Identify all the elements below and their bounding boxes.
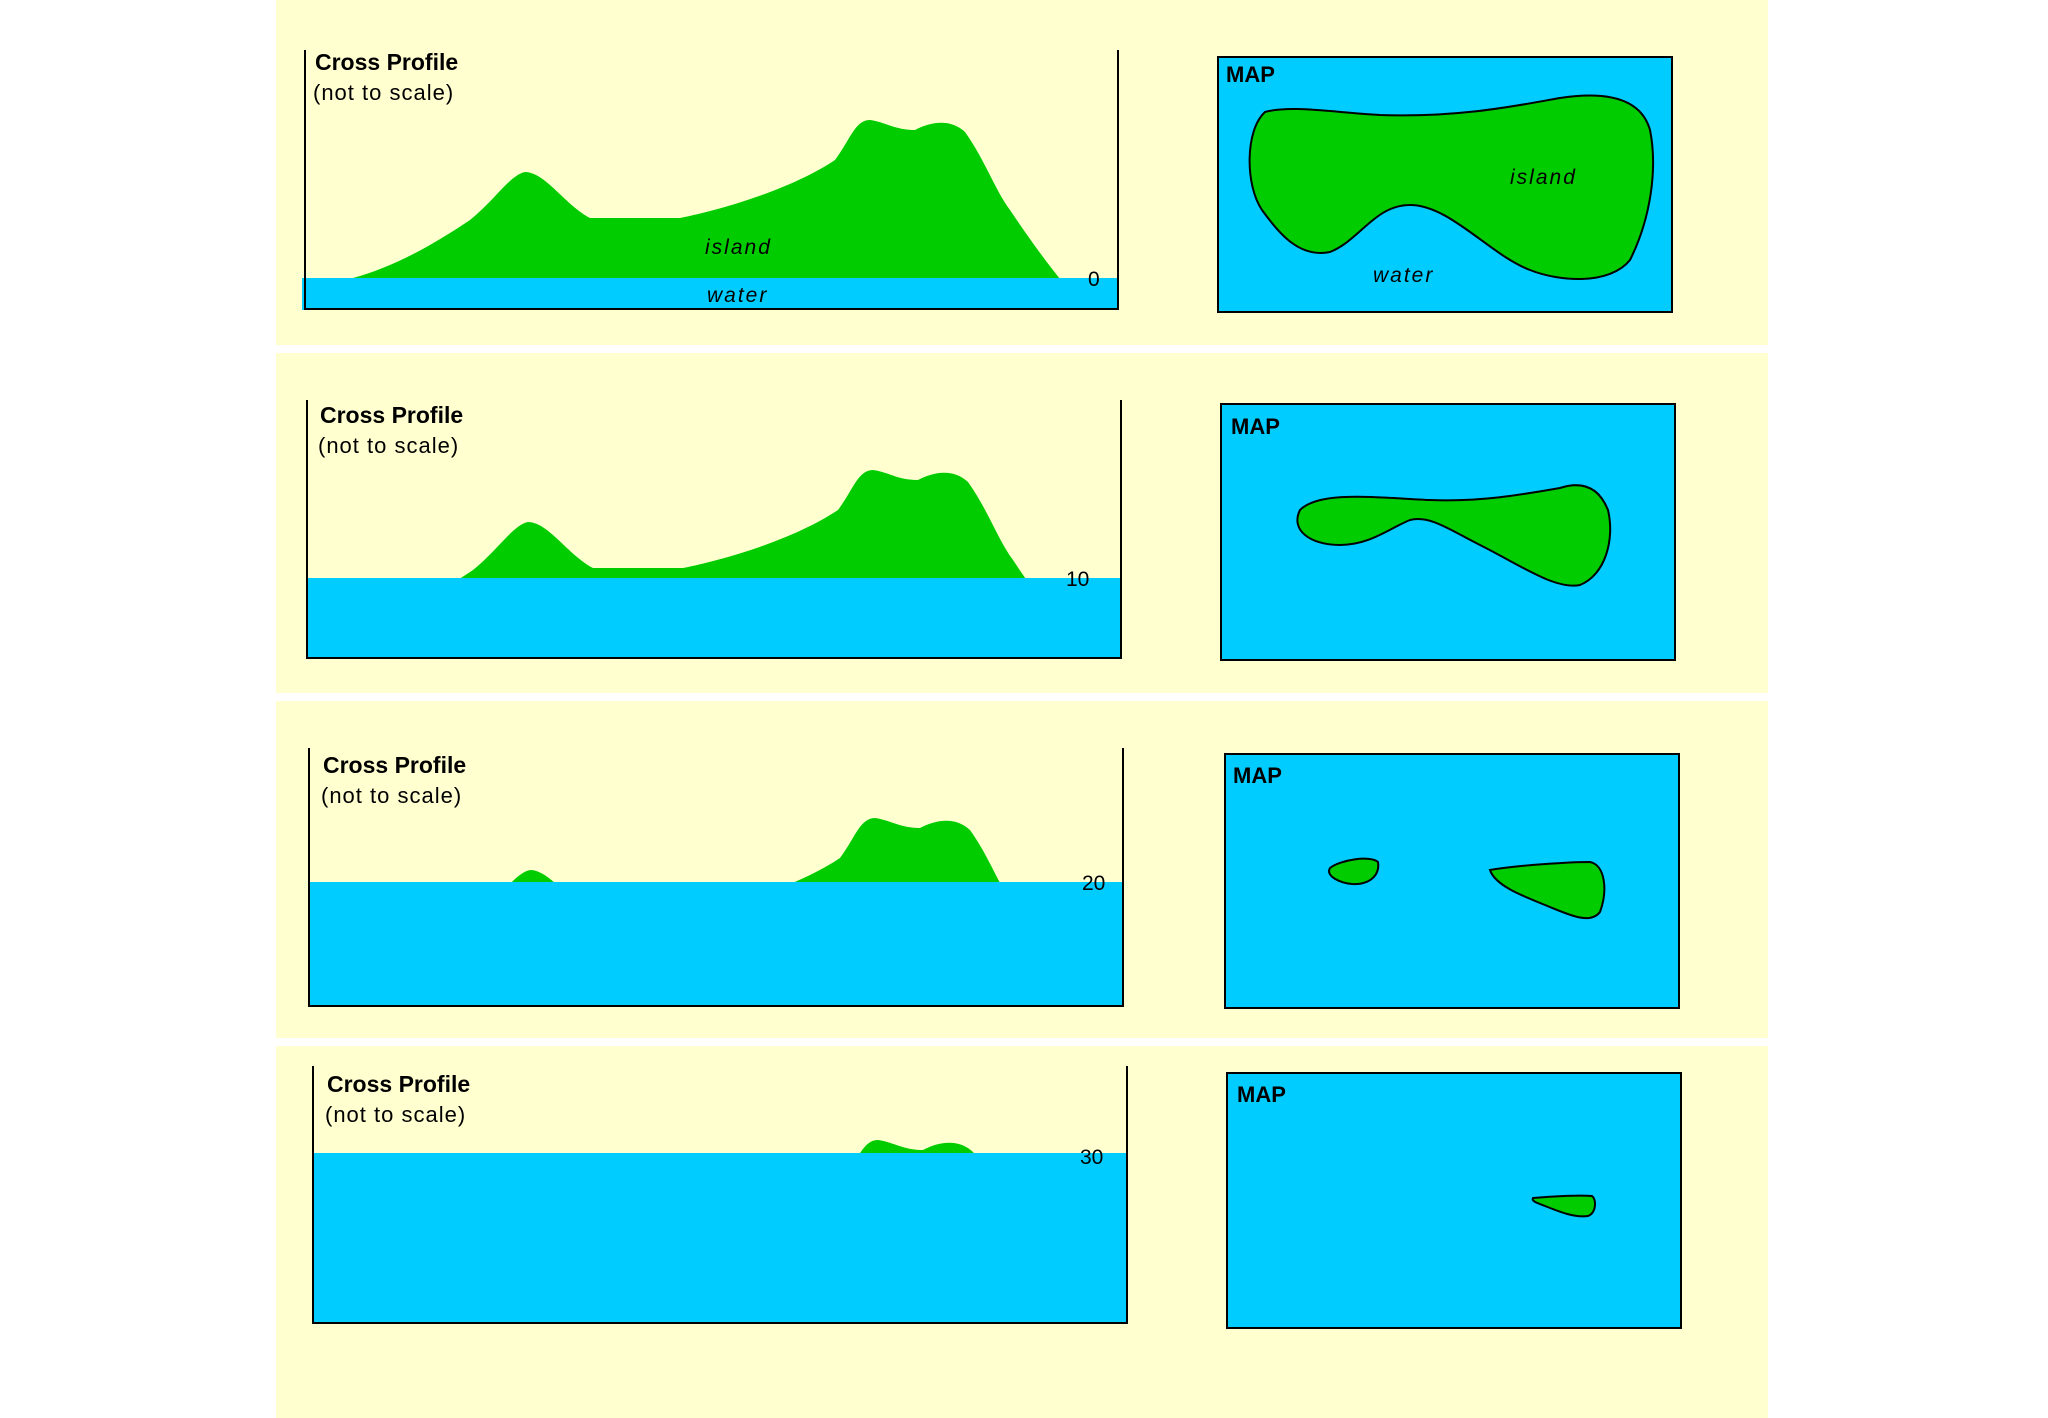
water-level-label-3: 20 (1082, 872, 1105, 895)
map-2: MAP (1220, 403, 1676, 661)
map-island-2 (1296, 484, 1612, 587)
map-island-label: island (1510, 166, 1577, 189)
map-title-2: MAP (1231, 414, 1280, 439)
map-frame-3 (1224, 753, 1680, 1009)
profile-frame-3 (308, 748, 1124, 1007)
profile-frame-2 (306, 400, 1122, 659)
profile-title-4: Cross Profile (327, 1071, 470, 1097)
profile-frame-4 (312, 1066, 1128, 1324)
cross-profile-1: Cross Profile (not to scale) island wate… (302, 49, 1119, 310)
cross-profile-4: Cross Profile (not to scale) 30 (312, 1066, 1128, 1324)
water-level-label-4: 30 (1080, 1146, 1103, 1169)
profile-title-3: Cross Profile (323, 752, 466, 778)
map-island-4 (1531, 1194, 1597, 1218)
profile-subtitle-3: (not to scale) (321, 783, 462, 808)
profile-island-label: island (705, 236, 772, 259)
map-island-1 (1248, 94, 1655, 281)
profile-water-4 (313, 1153, 1127, 1323)
profile-water-label: water (707, 284, 768, 307)
profile-water-1 (302, 278, 1118, 310)
profile-subtitle-4: (not to scale) (325, 1102, 466, 1127)
map-title-4: MAP (1237, 1082, 1286, 1107)
map-water-label: water (1373, 264, 1434, 287)
profile-water-2 (307, 578, 1121, 658)
map-island-3a (1328, 857, 1380, 886)
map-1: MAP island water (1217, 56, 1673, 313)
cross-profile-3: Cross Profile (not to scale) 20 (308, 748, 1124, 1007)
map-island-3b (1488, 860, 1606, 920)
profile-title-1: Cross Profile (315, 49, 458, 75)
water-level-label-2: 10 (1066, 568, 1089, 591)
profile-title-2: Cross Profile (320, 402, 463, 428)
map-3: MAP (1224, 753, 1680, 1009)
map-title-3: MAP (1233, 763, 1282, 788)
profile-subtitle-1: (not to scale) (313, 80, 454, 105)
map-4: MAP (1226, 1072, 1682, 1329)
profile-subtitle-2: (not to scale) (318, 433, 459, 458)
profile-water-3 (309, 882, 1123, 1006)
cross-profile-2: Cross Profile (not to scale) 10 (306, 400, 1122, 659)
water-level-label-1: 0 (1088, 268, 1100, 291)
map-title-1: MAP (1226, 62, 1275, 87)
map-frame-4 (1226, 1072, 1682, 1329)
profile-frame-1 (304, 50, 1119, 310)
